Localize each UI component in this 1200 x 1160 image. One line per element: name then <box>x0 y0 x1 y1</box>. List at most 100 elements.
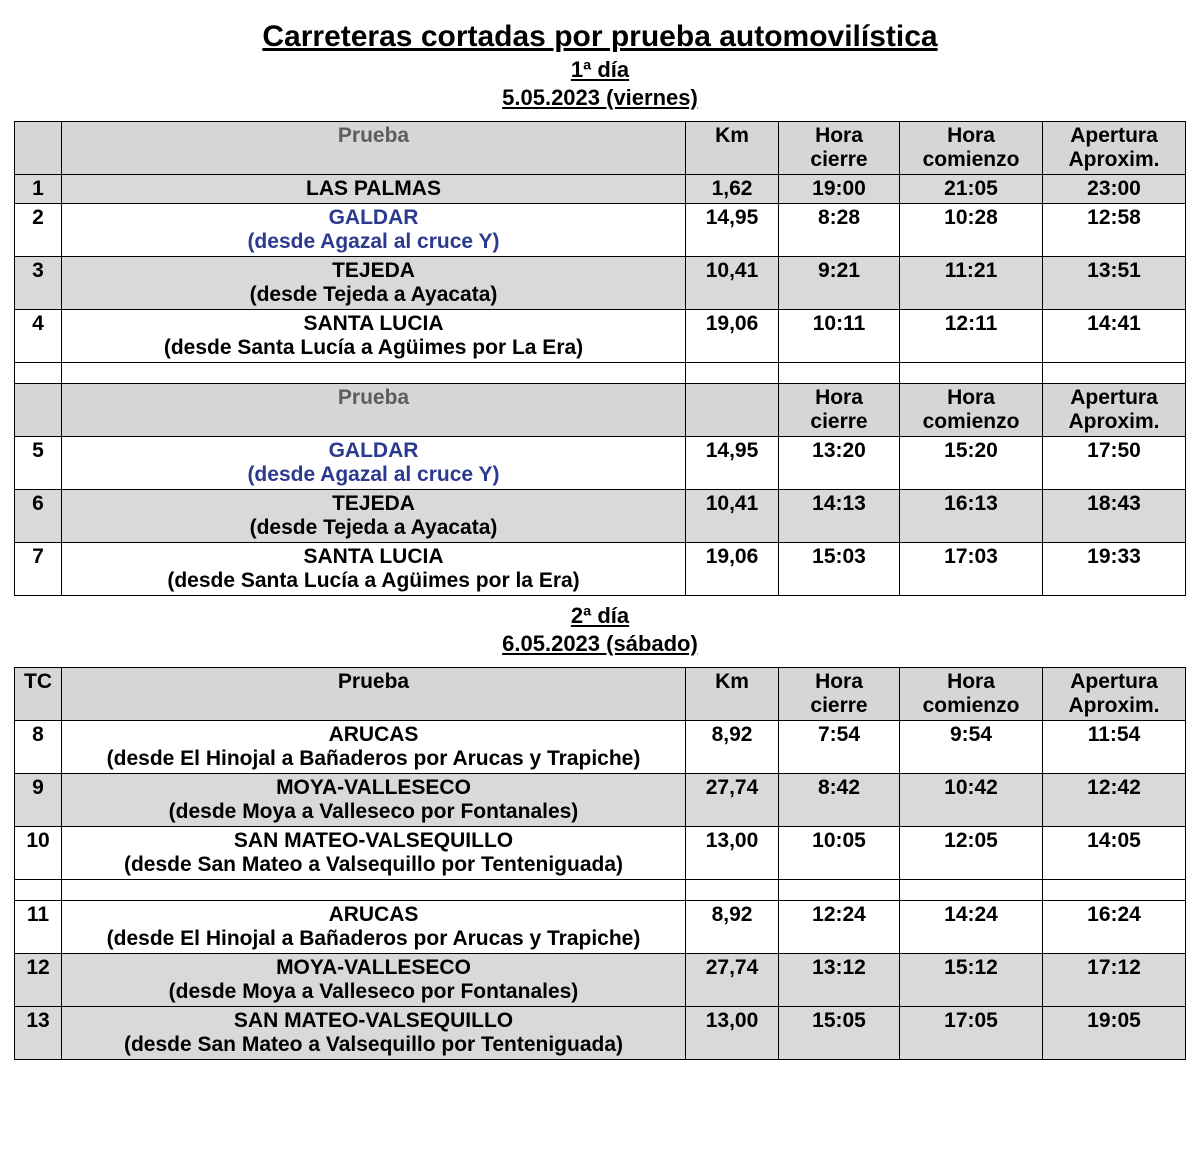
day2-label: 2ª día <box>14 602 1186 630</box>
prueba-name: SAN MATEO-VALSEQUILLO <box>68 1009 679 1033</box>
cierre-cell: 9:21 <box>779 257 900 310</box>
prueba-cell: SANTA LUCIA(desde Santa Lucía a Agüimes … <box>62 310 686 363</box>
row-number: 11 <box>15 901 62 954</box>
apertura-cell: 12:58 <box>1043 204 1186 257</box>
comienzo-cell: 10:28 <box>900 204 1043 257</box>
cierre-cell: 15:03 <box>779 543 900 596</box>
km-cell: 27,74 <box>686 774 779 827</box>
comienzo-cell: 11:21 <box>900 257 1043 310</box>
km-cell: 14,95 <box>686 204 779 257</box>
comienzo-cell: 14:24 <box>900 901 1043 954</box>
comienzo-cell: 17:05 <box>900 1007 1043 1060</box>
header-cell <box>686 384 779 437</box>
prueba-detail: (desde Santa Lucía a Agüimes por La Era) <box>68 336 679 360</box>
prueba-detail: (desde San Mateo a Valsequillo por Tente… <box>68 853 679 877</box>
table-row: 2GALDAR(desde Agazal al cruce Y)14,958:2… <box>15 204 1186 257</box>
table-row: 13SAN MATEO-VALSEQUILLO(desde San Mateo … <box>15 1007 1186 1060</box>
prueba-detail: (desde Santa Lucía a Agüimes por la Era) <box>68 569 679 593</box>
prueba-name: TEJEDA <box>68 492 679 516</box>
table-row: 7SANTA LUCIA(desde Santa Lucía a Agüimes… <box>15 543 1186 596</box>
row-number: 10 <box>15 827 62 880</box>
day1-label: 1ª día <box>14 56 1186 84</box>
prueba-cell: ARUCAS(desde El Hinojal a Bañaderos por … <box>62 901 686 954</box>
cierre-cell: 15:05 <box>779 1007 900 1060</box>
apertura-cell: 17:12 <box>1043 954 1186 1007</box>
prueba-name: LAS PALMAS <box>68 177 679 201</box>
header-cell: AperturaAproxim. <box>1043 668 1186 721</box>
km-cell: 8,92 <box>686 901 779 954</box>
row-number: 12 <box>15 954 62 1007</box>
day1-table: PruebaKmHoracierreHoracomienzoAperturaAp… <box>14 121 1186 596</box>
prueba-cell: TEJEDA(desde Tejeda a Ayacata) <box>62 490 686 543</box>
prueba-cell: SAN MATEO-VALSEQUILLO(desde San Mateo a … <box>62 1007 686 1060</box>
comienzo-cell: 12:05 <box>900 827 1043 880</box>
comienzo-cell: 21:05 <box>900 175 1043 204</box>
comienzo-cell: 12:11 <box>900 310 1043 363</box>
cierre-cell: 19:00 <box>779 175 900 204</box>
prueba-detail: (desde Moya a Valleseco por Fontanales) <box>68 800 679 824</box>
prueba-cell: GALDAR(desde Agazal al cruce Y) <box>62 437 686 490</box>
table-row: 5GALDAR(desde Agazal al cruce Y)14,9513:… <box>15 437 1186 490</box>
comienzo-cell: 10:42 <box>900 774 1043 827</box>
prueba-detail: (desde Tejeda a Ayacata) <box>68 516 679 540</box>
row-number: 2 <box>15 204 62 257</box>
apertura-cell: 14:41 <box>1043 310 1186 363</box>
row-number: 8 <box>15 721 62 774</box>
cierre-cell: 7:54 <box>779 721 900 774</box>
header-cell <box>15 384 62 437</box>
prueba-name: SAN MATEO-VALSEQUILLO <box>68 829 679 853</box>
apertura-cell: 14:05 <box>1043 827 1186 880</box>
apertura-cell: 13:51 <box>1043 257 1186 310</box>
header-cell: Prueba <box>62 668 686 721</box>
apertura-cell: 17:50 <box>1043 437 1186 490</box>
page-title: Carreteras cortadas por prueba automovil… <box>14 20 1186 54</box>
header-cell <box>15 122 62 175</box>
header-cell: Prueba <box>62 384 686 437</box>
apertura-cell: 16:24 <box>1043 901 1186 954</box>
row-number: 4 <box>15 310 62 363</box>
header-cell: Km <box>686 122 779 175</box>
prueba-name: ARUCAS <box>68 903 679 927</box>
table-row: 9MOYA-VALLESECO(desde Moya a Valleseco p… <box>15 774 1186 827</box>
header-cell: Horacomienzo <box>900 122 1043 175</box>
cierre-cell: 10:11 <box>779 310 900 363</box>
prueba-detail: (desde Agazal al cruce Y) <box>68 463 679 487</box>
table-row: 6TEJEDA(desde Tejeda a Ayacata)10,4114:1… <box>15 490 1186 543</box>
prueba-name: GALDAR <box>68 439 679 463</box>
row-number: 9 <box>15 774 62 827</box>
apertura-cell: 19:33 <box>1043 543 1186 596</box>
prueba-cell: MOYA-VALLESECO(desde Moya a Valleseco po… <box>62 774 686 827</box>
km-cell: 19,06 <box>686 543 779 596</box>
apertura-cell: 18:43 <box>1043 490 1186 543</box>
cierre-cell: 10:05 <box>779 827 900 880</box>
prueba-detail: (desde Agazal al cruce Y) <box>68 230 679 254</box>
table-row: 1LAS PALMAS1,6219:0021:0523:00 <box>15 175 1186 204</box>
prueba-cell: LAS PALMAS <box>62 175 686 204</box>
header-cell: Horacierre <box>779 122 900 175</box>
prueba-cell: SAN MATEO-VALSEQUILLO(desde San Mateo a … <box>62 827 686 880</box>
comienzo-cell: 15:20 <box>900 437 1043 490</box>
apertura-cell: 23:00 <box>1043 175 1186 204</box>
apertura-cell: 11:54 <box>1043 721 1186 774</box>
cierre-cell: 14:13 <box>779 490 900 543</box>
comienzo-cell: 16:13 <box>900 490 1043 543</box>
km-cell: 13,00 <box>686 1007 779 1060</box>
prueba-cell: SANTA LUCIA(desde Santa Lucía a Agüimes … <box>62 543 686 596</box>
row-number: 1 <box>15 175 62 204</box>
spacer-row <box>15 363 1186 384</box>
prueba-cell: GALDAR(desde Agazal al cruce Y) <box>62 204 686 257</box>
km-cell: 19,06 <box>686 310 779 363</box>
row-number: 3 <box>15 257 62 310</box>
day2-table: TCPruebaKmHoracierreHoracomienzoApertura… <box>14 667 1186 1060</box>
prueba-name: SANTA LUCIA <box>68 545 679 569</box>
prueba-name: TEJEDA <box>68 259 679 283</box>
km-cell: 10,41 <box>686 257 779 310</box>
header-cell: Horacierre <box>779 668 900 721</box>
header-cell: TC <box>15 668 62 721</box>
cierre-cell: 13:12 <box>779 954 900 1007</box>
table-header-row: PruebaKmHoracierreHoracomienzoAperturaAp… <box>15 122 1186 175</box>
prueba-cell: TEJEDA(desde Tejeda a Ayacata) <box>62 257 686 310</box>
header-cell: Horacierre <box>779 384 900 437</box>
prueba-name: ARUCAS <box>68 723 679 747</box>
table-row: 8ARUCAS(desde El Hinojal a Bañaderos por… <box>15 721 1186 774</box>
